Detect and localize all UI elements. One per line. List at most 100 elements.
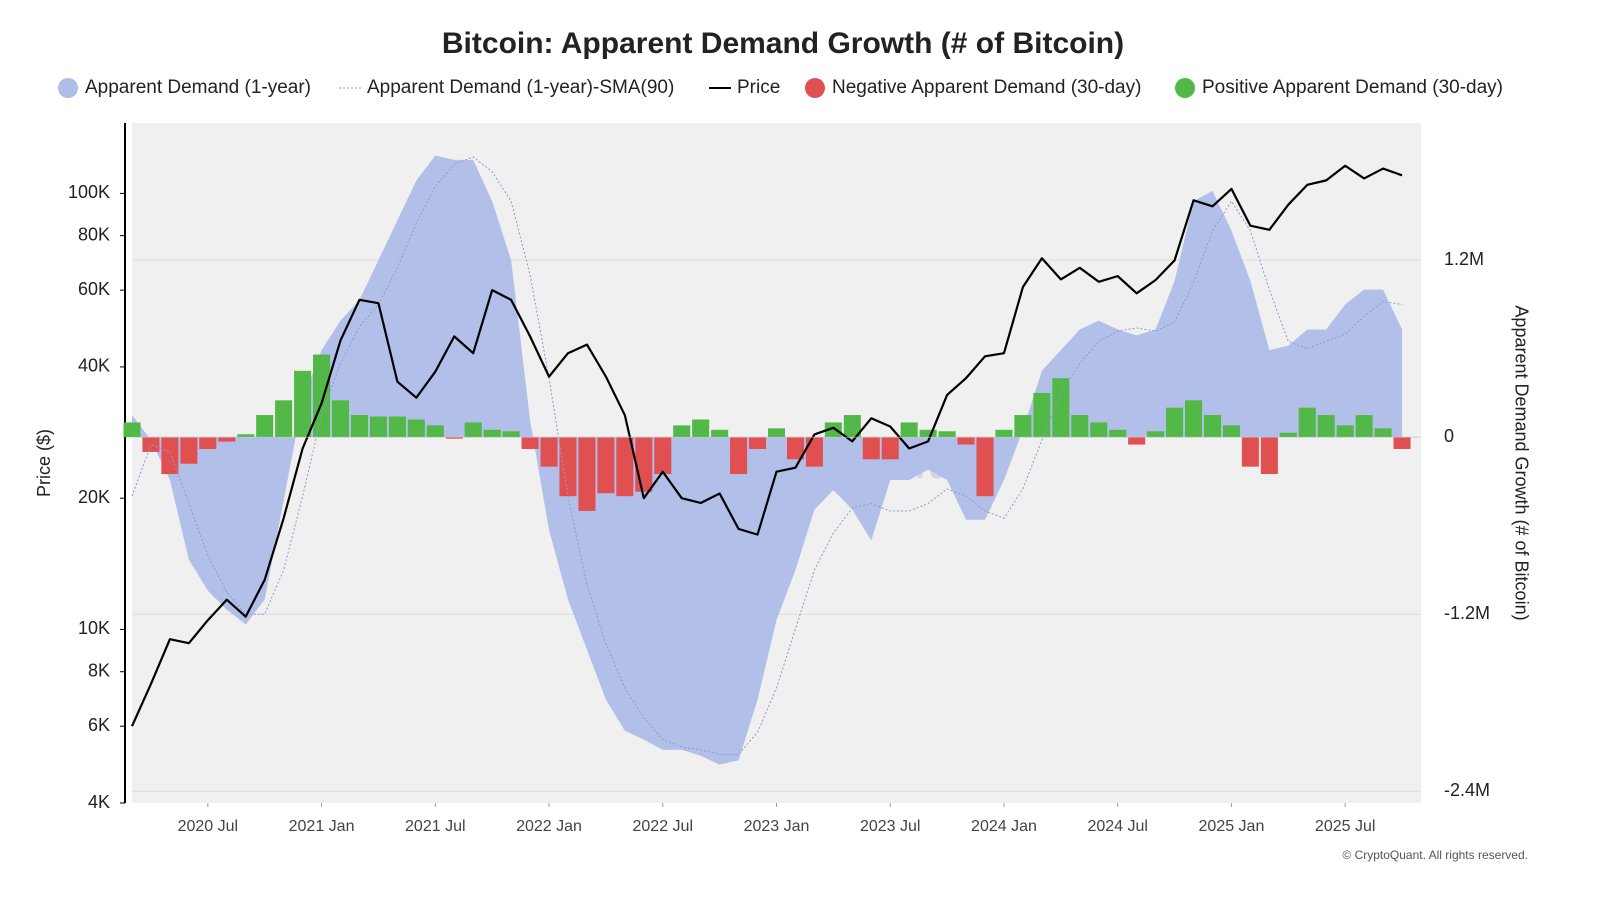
demand-bar xyxy=(938,431,956,438)
demand-bar xyxy=(407,419,425,438)
demand-bar xyxy=(1260,437,1278,475)
x-tick-label: 2020 Jul xyxy=(178,818,239,835)
legend-label: Positive Apparent Demand (30-day) xyxy=(1202,77,1503,98)
legend-marker xyxy=(58,78,78,98)
demand-bar xyxy=(237,434,255,438)
demand-bar xyxy=(597,437,615,494)
legend-label: Price xyxy=(737,77,780,98)
demand-bar xyxy=(1071,415,1089,438)
x-tick-label: 2025 Jan xyxy=(1199,818,1265,835)
demand-bar xyxy=(1109,429,1127,438)
demand-bar xyxy=(218,437,236,442)
demand-bar xyxy=(426,425,444,438)
demand-bar xyxy=(767,428,786,438)
demand-bar xyxy=(464,422,482,438)
y2-tick-label: 1.2M xyxy=(1444,249,1484,269)
legend-marker xyxy=(1175,78,1195,98)
demand-bar xyxy=(521,437,539,449)
demand-bar xyxy=(635,437,653,492)
demand-bar xyxy=(616,437,634,497)
legend-label: Apparent Demand (1-year) xyxy=(85,77,311,98)
y-tick-label: 10K xyxy=(78,618,110,638)
demand-bar xyxy=(1317,415,1335,438)
demand-bar xyxy=(1298,407,1316,438)
demand-bar xyxy=(900,422,918,438)
y-tick-label: 20K xyxy=(78,487,110,507)
x-tick-label: 2023 Jan xyxy=(744,818,810,835)
demand-bar xyxy=(1033,392,1051,438)
demand-bar xyxy=(1279,432,1297,438)
demand-bar xyxy=(673,425,691,438)
y-tick-label: 100K xyxy=(68,182,110,202)
price-line xyxy=(130,164,1403,727)
y-tick-label: 4K xyxy=(88,792,110,812)
y2-tick-label: 0 xyxy=(1444,426,1454,446)
y-tick-label: 40K xyxy=(78,356,110,376)
demand-bar xyxy=(1393,437,1411,449)
demand-bar xyxy=(1336,425,1354,438)
demand-bar xyxy=(483,429,501,438)
demand-bar xyxy=(957,437,975,445)
demand-bar xyxy=(862,437,880,460)
demand-bar xyxy=(142,437,160,452)
demand-bar xyxy=(1052,378,1070,438)
demand-bar xyxy=(199,437,217,449)
legend-label: Apparent Demand (1-year)-SMA(90) xyxy=(367,77,674,98)
demand-bar xyxy=(578,437,596,511)
x-tick-label: 2024 Jul xyxy=(1087,818,1148,835)
y-tick-label: 60K xyxy=(78,279,110,299)
demand-bar xyxy=(559,437,577,497)
demand-bar xyxy=(350,415,369,438)
x-tick-label: 2022 Jul xyxy=(633,818,694,835)
demand-bar xyxy=(1090,422,1108,438)
demand-bar xyxy=(256,415,274,438)
y-axis-title: Price ($) xyxy=(34,429,54,497)
sma-line xyxy=(131,156,1403,755)
demand-bar xyxy=(388,416,406,438)
demand-bar xyxy=(1184,400,1203,438)
demand-bar xyxy=(976,437,994,497)
x-tick-label: 2021 Jul xyxy=(405,818,466,835)
demand-bar xyxy=(275,400,293,438)
demand-bar xyxy=(180,437,198,464)
x-tick-label: 2023 Jul xyxy=(860,818,921,835)
x-tick-label: 2022 Jan xyxy=(516,818,582,835)
demand-bar xyxy=(1166,407,1184,438)
demand-bar xyxy=(123,422,141,438)
demand-bar xyxy=(919,429,937,438)
demand-bar xyxy=(654,437,672,475)
demand-bar xyxy=(1014,415,1032,438)
legend-marker xyxy=(805,78,825,98)
demand-bar xyxy=(692,419,710,438)
demand-bar xyxy=(1241,437,1259,467)
demand-bar xyxy=(1374,428,1392,438)
demand-bar xyxy=(502,431,520,438)
demand-bar xyxy=(824,422,842,438)
x-tick-label: 2024 Jan xyxy=(971,818,1037,835)
demand-bar xyxy=(369,416,387,438)
demand-bar xyxy=(805,437,823,467)
legend-label: Negative Apparent Demand (30-day) xyxy=(832,77,1141,98)
demand-bar xyxy=(1355,415,1373,438)
y2-tick-label: -2.4M xyxy=(1444,780,1490,800)
demand-bar xyxy=(1128,437,1146,445)
demand-area xyxy=(132,155,1403,765)
demand-bar xyxy=(313,354,331,438)
demand-bar xyxy=(1203,415,1222,438)
demand-bar xyxy=(995,429,1013,438)
demand-bar xyxy=(711,429,729,438)
y-tick-label: 80K xyxy=(78,224,110,244)
demand-bar xyxy=(1147,431,1165,438)
demand-bar xyxy=(331,400,350,438)
demand-bar xyxy=(294,370,312,438)
y2-tick-label: -1.2M xyxy=(1444,603,1490,623)
credit: © CryptoQuant. All rights reserved. xyxy=(1342,848,1528,862)
demand-bar xyxy=(1222,425,1240,438)
x-tick-label: 2025 Jul xyxy=(1315,818,1376,835)
demand-bar xyxy=(843,415,861,438)
demand-bar xyxy=(881,437,899,460)
y2-axis-title: Apparent Demand Growth (# of Bitcoin) xyxy=(1511,305,1531,620)
y-tick-label: 6K xyxy=(88,715,110,735)
